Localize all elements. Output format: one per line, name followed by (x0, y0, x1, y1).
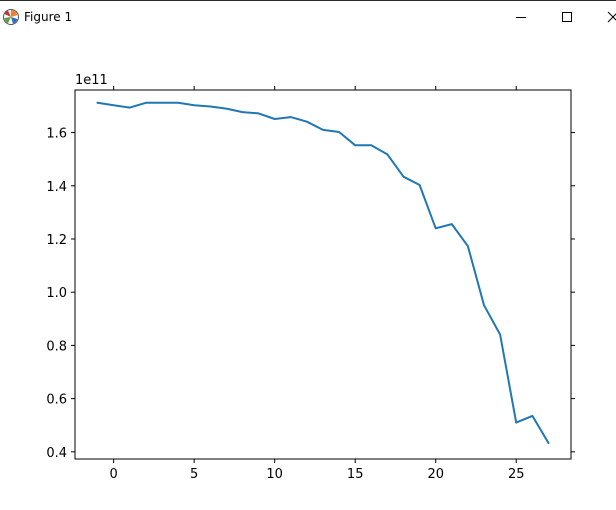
maximize-icon (562, 12, 572, 22)
x-tick-label: 25 (508, 467, 525, 482)
window-title: Figure 1 (24, 10, 73, 24)
x-tick-label: 15 (347, 467, 364, 482)
axis-tick-labels: 0 5 10 15 20 25 0.4 0.6 0.8 1.0 1.2 1.4 1.6 (46, 127, 524, 482)
y-tick-label: 1.0 (46, 286, 67, 301)
x-tick-label: 0 (110, 467, 118, 482)
minimize-icon (516, 17, 526, 18)
plot-area (74, 89, 572, 460)
x-tick-label: 5 (190, 467, 198, 482)
close-icon (607, 11, 616, 23)
plot-frame (74, 89, 572, 460)
minimize-button[interactable] (498, 1, 544, 32)
y-tick-label: 1.2 (46, 233, 67, 248)
line-chart: 0 5 10 15 20 25 0.4 0.6 0.8 1.0 1.2 1.4 1.6 1e11 (46, 73, 575, 482)
y-tick-label: 0.4 (46, 446, 67, 461)
title-bar[interactable]: Figure 1 (0, 0, 616, 32)
axis-ticks (71, 86, 575, 463)
y-axis-offset-label: 1e11 (75, 73, 108, 88)
close-button[interactable] (590, 1, 616, 32)
y-tick-label: 1.4 (46, 180, 67, 195)
y-tick-label: 0.6 (46, 393, 67, 408)
matplotlib-icon (2, 8, 20, 26)
figure-canvas: 0 5 10 15 20 25 0.4 0.6 0.8 1.0 1.2 1.4 1.6 1e11 (0, 32, 616, 510)
x-tick-label: 20 (427, 467, 444, 482)
x-tick-label: 10 (266, 467, 283, 482)
series-line (96, 101, 550, 444)
y-tick-label: 1.6 (46, 127, 67, 142)
maximize-button[interactable] (544, 1, 590, 32)
y-tick-label: 0.8 (46, 339, 67, 354)
